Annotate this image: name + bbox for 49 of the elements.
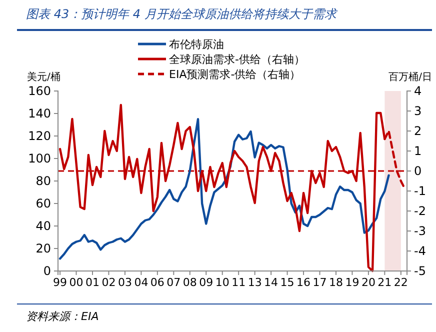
x-tick-label: 15 [280,276,294,289]
y2-tick-label: 1 [414,144,422,158]
y-tick-label: 80 [36,174,51,188]
line-series [58,118,390,260]
text: 资料来源：EIA [26,310,99,323]
y2-tick-label: 0 [414,164,422,178]
y-tick-label: 100 [28,151,51,166]
x-tick-label: 09 [199,276,214,289]
x-tick-label: 01 [85,276,100,289]
y2-tick-label: 2 [414,124,422,138]
y-tick-label: 0 [43,264,51,278]
x-tick-label: 14 [264,276,278,289]
y2-tick-label: -2 [414,204,426,218]
y2-tick-label: 3 [414,104,422,118]
legend-label: 布伦特原油 [169,38,224,51]
y-tick-label: 40 [36,218,51,233]
x-tick-label: 13 [248,276,262,289]
x-tick-label: 19 [345,276,360,289]
x-tick-label: 06 [150,276,164,289]
y-tick-label: 20 [36,241,51,256]
x-tick-label: 00 [69,276,84,289]
x-tick-label: 17 [312,276,327,289]
x-tick-label: 18 [328,276,343,289]
legend-label: 全球原油需求-供给（右轴） [169,53,305,66]
y-tick-label: 160 [28,84,51,98]
x-tick-label: 11 [232,276,246,289]
x-tick-label: 20 [361,276,376,289]
y2-tick-label: -4 [414,244,426,258]
legend-label: EIA预测需求-供给（右轴） [169,68,301,81]
x-tick-label: 07 [166,276,181,289]
y2-tick-label: -5 [414,264,426,278]
y-tick-label: 140 [28,106,51,120]
x-tick-label: 21 [378,276,392,289]
x-tick-label: 10 [215,276,230,289]
x-tick-label: 04 [134,276,148,289]
x-tick-label: 08 [182,276,197,289]
y-tick-label: 120 [28,128,51,143]
x-tick-label: 03 [118,276,132,289]
y2-tick-label: -3 [414,224,426,238]
y-axis-title: 美元/桶 [27,71,60,83]
y2-tick-label: 4 [414,84,422,98]
y-tick-label: 60 [36,196,51,210]
y2-axis-title: 百万桶/日 [388,71,432,83]
y2-tick-label: -1 [414,184,426,198]
x-tick-label: 22 [394,276,408,289]
x-tick-label: 99 [53,276,68,289]
x-tick-label: 02 [102,276,116,289]
x-tick-label: 16 [296,276,311,289]
chart-title: 图表 43：预计明年 4 月开始全球原油供给将持续大于需求 [26,7,338,21]
